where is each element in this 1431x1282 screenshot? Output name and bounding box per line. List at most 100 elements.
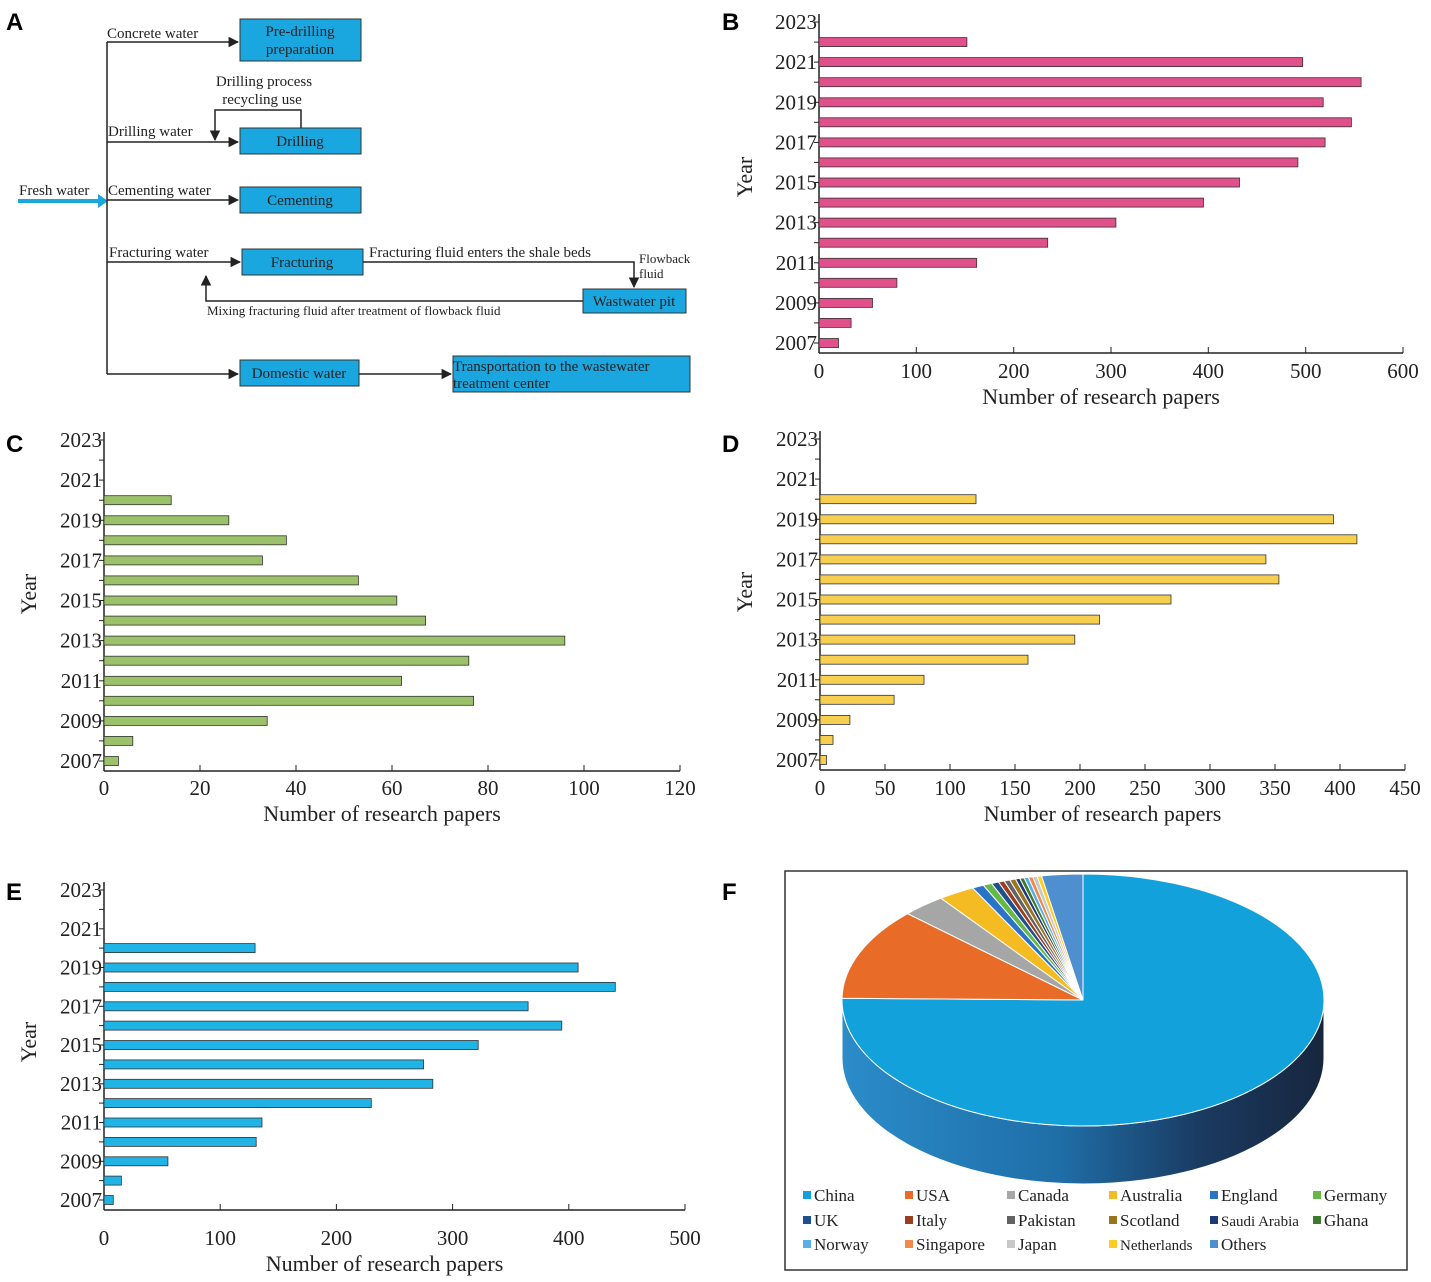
y-tick-label-2019: 2019 xyxy=(775,90,817,114)
bar-2018 xyxy=(103,982,616,992)
x-tick-label-600: 600 xyxy=(1387,359,1419,383)
bar-2011 xyxy=(819,674,925,685)
legend-label-scotland: Scotland xyxy=(1120,1211,1180,1230)
y-tick-label-2023: 2023 xyxy=(60,878,102,902)
x-tick-label-0: 0 xyxy=(814,359,825,383)
legend-swatch-ghana xyxy=(1313,1216,1321,1224)
y-tick-label-2015: 2015 xyxy=(776,588,818,612)
x-axis-title: Number of research papers xyxy=(982,384,1220,409)
bar-2011 xyxy=(818,257,978,268)
concrete-water-label: Concrete water xyxy=(107,26,198,42)
pie-chart-f: China USA Canada Australia England Germany UK I… xyxy=(803,873,1388,1254)
fresh-water-arrowhead xyxy=(98,194,108,208)
bar-2022 xyxy=(818,37,968,47)
x-tick-label-250: 250 xyxy=(1129,776,1161,800)
y-tick-label-2019: 2019 xyxy=(60,956,102,980)
bar-2017 xyxy=(818,137,1326,148)
x-tick-label-400: 400 xyxy=(1193,359,1225,383)
bar-2020 xyxy=(818,77,1362,88)
bar-chart-c: 2007 2009 2011 2013 2015 2017 2019 2021 2023 0 20 4… xyxy=(16,428,696,826)
x-tick-label-0: 0 xyxy=(99,776,110,800)
bar-2013 xyxy=(819,634,1076,645)
legend-swatch-others xyxy=(1210,1240,1218,1248)
legend-swatch-italy xyxy=(905,1216,913,1224)
legend-swatch-usa xyxy=(905,1191,913,1199)
y-tick-label-2009: 2009 xyxy=(776,708,818,732)
panel-label-d: D xyxy=(722,431,739,458)
bar-2007 xyxy=(818,338,839,348)
legend-swatch-scotland xyxy=(1109,1216,1117,1224)
legend-label-ghana: Ghana xyxy=(1324,1211,1369,1230)
legend-label-saudi-arabia: Saudi Arabia xyxy=(1221,1214,1299,1230)
legend-swatch-germany xyxy=(1313,1191,1321,1199)
x-tick-label-40: 40 xyxy=(286,776,307,800)
bar-chart-b: 2007 2009 2011 2013 2015 2017 2019 2021 2023 0 100… xyxy=(732,10,1419,409)
panel-label-a: A xyxy=(6,9,23,36)
y-tick-label-2013: 2013 xyxy=(60,629,102,653)
x-tick-label-20: 20 xyxy=(190,776,211,800)
y-axis-title: Year xyxy=(16,1021,41,1062)
bar-2010 xyxy=(103,1137,257,1147)
y-tick-label-2015: 2015 xyxy=(775,171,817,195)
bar-2019 xyxy=(818,97,1324,108)
mixing-label: Mixing fracturing fluid after treatment … xyxy=(207,303,501,318)
y-tick-label-2019: 2019 xyxy=(60,508,102,532)
bar-2012 xyxy=(819,654,1029,665)
panel-label-c: C xyxy=(6,431,23,458)
x-axis-title: Number of research papers xyxy=(266,1251,504,1276)
y-tick-label-2009: 2009 xyxy=(775,291,817,315)
y-tick-label-2013: 2013 xyxy=(60,1072,102,1096)
x-tick-label-400: 400 xyxy=(553,1226,585,1250)
cementing-text: Cementing xyxy=(267,193,333,209)
y-tick-label-2021: 2021 xyxy=(60,468,102,492)
legend-label-japan: Japan xyxy=(1018,1235,1057,1254)
x-tick-label-500: 500 xyxy=(669,1226,701,1250)
fracturing-text: Fracturing xyxy=(271,255,334,271)
legend-label-germany: Germany xyxy=(1324,1186,1388,1205)
panel-label-e: E xyxy=(6,879,22,906)
x-tick-label-60: 60 xyxy=(382,776,403,800)
legend-swatch-australia xyxy=(1109,1191,1117,1199)
bar-2013 xyxy=(103,1078,434,1089)
cementing-box xyxy=(239,186,362,214)
x-tick-label-150: 150 xyxy=(999,776,1031,800)
legend-swatch-pakistan xyxy=(1007,1216,1015,1224)
wastewater-pit-text: Wastwater pit xyxy=(593,294,676,310)
x-tick-label-350: 350 xyxy=(1259,776,1291,800)
y-tick-label-2007: 2007 xyxy=(775,331,817,355)
bar-2012 xyxy=(103,1098,372,1108)
bar-2016 xyxy=(818,157,1299,168)
y-tick-label-2017: 2017 xyxy=(60,548,102,572)
bar-2016 xyxy=(103,575,359,586)
x-tick-label-300: 300 xyxy=(1095,359,1127,383)
water-flow-diagram: Fresh water Concrete water Pre-drilling … xyxy=(18,18,691,393)
predrilling-text-2: preparation xyxy=(266,42,335,58)
y-tick-label-2023: 2023 xyxy=(775,10,817,34)
legend-label-uk: UK xyxy=(814,1211,839,1230)
bar-2014 xyxy=(103,1059,425,1070)
legend-label-china: China xyxy=(814,1186,855,1205)
fresh-water-label: Fresh water xyxy=(19,183,89,199)
y-tick-label-2017: 2017 xyxy=(775,130,817,154)
bar-2016 xyxy=(819,574,1280,585)
x-tick-label-400: 400 xyxy=(1324,776,1356,800)
y-tick-label-2019: 2019 xyxy=(776,507,818,531)
legend-label-netherlands: Netherlands xyxy=(1120,1238,1193,1254)
y-tick-label-2013: 2013 xyxy=(775,211,817,235)
legend-swatch-netherlands xyxy=(1109,1240,1117,1248)
x-tick-label-50: 50 xyxy=(875,776,896,800)
bar-2011 xyxy=(103,1117,263,1128)
y-tick-label-2021: 2021 xyxy=(60,917,102,941)
y-tick-label-2007: 2007 xyxy=(60,1188,102,1212)
x-tick-label-80: 80 xyxy=(478,776,499,800)
flowback-label-2: fluid xyxy=(639,266,664,281)
bar-2015 xyxy=(819,594,1172,605)
wastewater-pit-box xyxy=(582,288,687,314)
recycle-label-1: Drilling process xyxy=(216,74,312,90)
panel-label-b: B xyxy=(722,9,739,36)
legend-label-others: Others xyxy=(1221,1235,1266,1254)
bar-2014 xyxy=(819,614,1100,625)
recycle-label-2: recycling use xyxy=(222,92,302,108)
legend-label-norway: Norway xyxy=(814,1235,869,1254)
legend-label-england: England xyxy=(1221,1186,1278,1205)
